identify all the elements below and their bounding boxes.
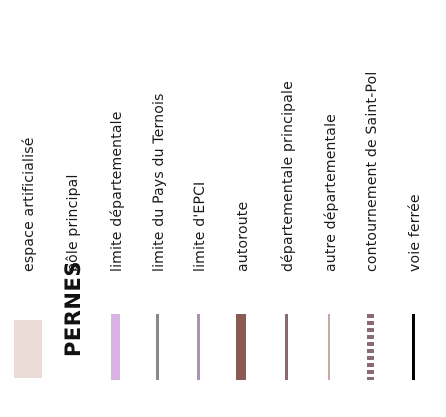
legend-item-departementale-principale: départementale principale bbox=[270, 0, 306, 417]
legend-label: espace artificialisé bbox=[21, 137, 37, 272]
legend-label: autre départementale bbox=[323, 114, 339, 272]
legend-item-espace-artificialise: espace artificialisé bbox=[11, 0, 47, 417]
legend-label: limite d'EPCI bbox=[192, 181, 208, 272]
legend-item-voie-ferree: voie ferrée bbox=[397, 0, 433, 417]
legend-item-autoroute: autoroute bbox=[225, 0, 261, 417]
legend-label: limite du Pays du Ternois bbox=[151, 93, 167, 272]
legend-item-contournement-saint-pol: contournement de Saint-Pol bbox=[354, 0, 390, 417]
legend-label: autoroute bbox=[235, 201, 251, 272]
railway-line bbox=[397, 314, 433, 380]
legend-item-limite-epci: limite d'EPCI bbox=[182, 0, 218, 417]
artificial-area-swatch bbox=[11, 314, 47, 380]
other-departmental-road-line bbox=[313, 314, 349, 380]
legend-label: départementale principale bbox=[280, 81, 296, 272]
legend-label: limite départementale bbox=[109, 111, 125, 272]
legend-item-autre-departementale: autre départementale bbox=[313, 0, 349, 417]
legend-label: contournement de Saint-Pol bbox=[364, 71, 380, 272]
pole-sample-text: PERNES bbox=[61, 261, 85, 357]
ternois-boundary-line bbox=[141, 314, 177, 380]
legend-item-limite-pays-ternois: limite du Pays du Ternois bbox=[141, 0, 177, 417]
legend-item-pole-principal: pôle principal PERNES bbox=[55, 0, 91, 417]
epci-boundary-line bbox=[182, 314, 218, 380]
departmental-boundary-line bbox=[99, 314, 135, 380]
main-departmental-road-line bbox=[270, 314, 306, 380]
legend-label: voie ferrée bbox=[407, 194, 423, 272]
motorway-line bbox=[225, 314, 261, 380]
legend-label: pôle principal bbox=[65, 174, 81, 272]
legend-item-limite-departementale: limite départementale bbox=[99, 0, 135, 417]
saint-pol-bypass-dashed-line bbox=[354, 314, 390, 380]
